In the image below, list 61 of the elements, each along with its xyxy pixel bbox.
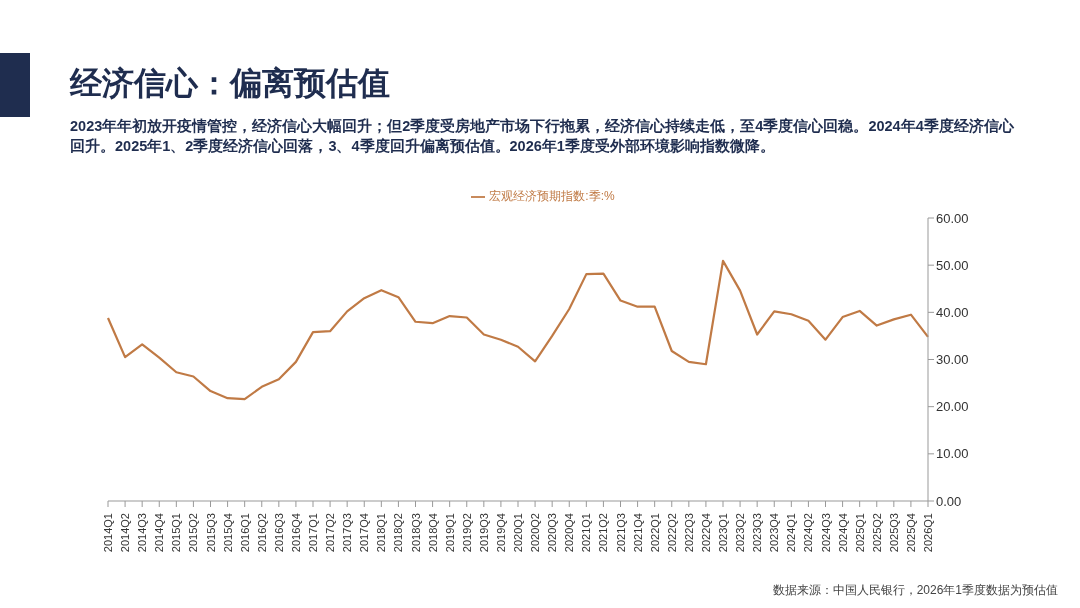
x-tick-label: 2018Q2 <box>392 513 405 553</box>
x-tick-label: 2017Q1 <box>307 513 319 553</box>
x-tick-label: 2016Q1 <box>238 513 251 553</box>
chart-subtitle: 2023年年初放开疫情管控，经济信心大幅回升；但2季度受房地产市场下行拖累，经济信心持续走低，至4季度信心回稳。2024年4季度经济信心回升。2025年1、2季度经济信心回落，3、4季度回升偏离预估值。2026年1季度受外部环境影响指数微降。 <box>70 117 1015 156</box>
x-tick-label: 2019Q2 <box>460 513 473 553</box>
x-tick-label: 2017Q2 <box>324 513 337 553</box>
x-tick-label: 2015Q4 <box>221 513 234 553</box>
x-tick-label: 2025Q1 <box>853 513 866 553</box>
x-tick-label: 2019Q3 <box>477 513 490 553</box>
x-tick-label: 2016Q2 <box>255 513 268 553</box>
x-tick-label: 2020Q4 <box>563 513 576 553</box>
x-tick-label: 2019Q1 <box>443 513 456 553</box>
x-tick-label: 2022Q3 <box>682 513 695 553</box>
x-tick-label: 2025Q3 <box>887 513 900 553</box>
x-tick-label: 2019Q4 <box>494 513 507 553</box>
x-tick-label: 2024Q4 <box>836 513 849 553</box>
x-tick-label: 2022Q4 <box>699 513 712 553</box>
x-tick-label: 2017Q4 <box>358 513 371 553</box>
x-tick-label: 2018Q3 <box>409 513 422 553</box>
x-tick-label: 2017Q3 <box>341 513 354 553</box>
y-tick-label: 50.00 <box>936 257 969 273</box>
x-tick-label: 2021Q1 <box>580 513 593 553</box>
y-tick-label: 30.00 <box>936 352 969 368</box>
x-tick-label: 2014Q1 <box>102 513 114 553</box>
x-tick-label: 2015Q2 <box>187 513 200 553</box>
y-tick-label: 20.00 <box>936 399 969 415</box>
x-tick-label: 2014Q2 <box>119 513 132 553</box>
x-tick-label: 2021Q3 <box>614 513 627 553</box>
x-tick-label: 2021Q4 <box>631 513 644 553</box>
x-tick-label: 2014Q3 <box>136 513 149 553</box>
x-tick-label: 2024Q1 <box>785 513 798 553</box>
x-tick-label: 2023Q3 <box>751 513 764 553</box>
x-tick-label: 2016Q3 <box>272 513 285 553</box>
x-tick-label: 2014Q4 <box>153 513 166 553</box>
x-tick-label: 2026Q1 <box>922 513 934 553</box>
x-tick-label: 2023Q1 <box>717 513 729 553</box>
chart-title: 经济信心：偏离预估值 <box>70 64 390 103</box>
x-tick-label: 2020Q1 <box>512 513 524 553</box>
x-tick-label: 2020Q2 <box>529 513 542 553</box>
source-note: 数据来源：中国人民银行，2026年1季度数据为预估值 <box>772 582 1058 599</box>
x-tick-label: 2023Q2 <box>734 513 747 553</box>
x-tick-label: 2016Q4 <box>289 513 302 553</box>
legend-label: 宏观经济预期指数:季:% <box>489 189 615 203</box>
x-tick-label: 2015Q3 <box>204 513 217 553</box>
x-tick-label: 2020Q3 <box>546 513 559 553</box>
x-tick-label: 2015Q1 <box>170 513 183 553</box>
y-tick-label: 60.00 <box>936 210 969 226</box>
x-tick-label: 2022Q2 <box>665 513 678 553</box>
line-series <box>106 259 930 401</box>
x-tick-label: 2025Q4 <box>904 513 917 553</box>
x-tick-label: 2024Q2 <box>802 513 815 553</box>
x-tick-label: 2023Q4 <box>768 513 781 553</box>
x-tick-label: 2018Q4 <box>426 513 439 553</box>
y-tick-label: 0.00 <box>936 493 962 509</box>
y-tick-label: 10.00 <box>936 446 969 462</box>
x-tick-label: 2022Q1 <box>648 513 661 553</box>
x-tick-label: 2025Q2 <box>870 513 883 553</box>
y-tick-label: 40.00 <box>936 304 969 320</box>
x-tick-label: 2024Q3 <box>819 513 832 553</box>
x-tick-label: 2021Q2 <box>597 513 610 553</box>
x-tick-label: 2018Q1 <box>375 513 388 553</box>
